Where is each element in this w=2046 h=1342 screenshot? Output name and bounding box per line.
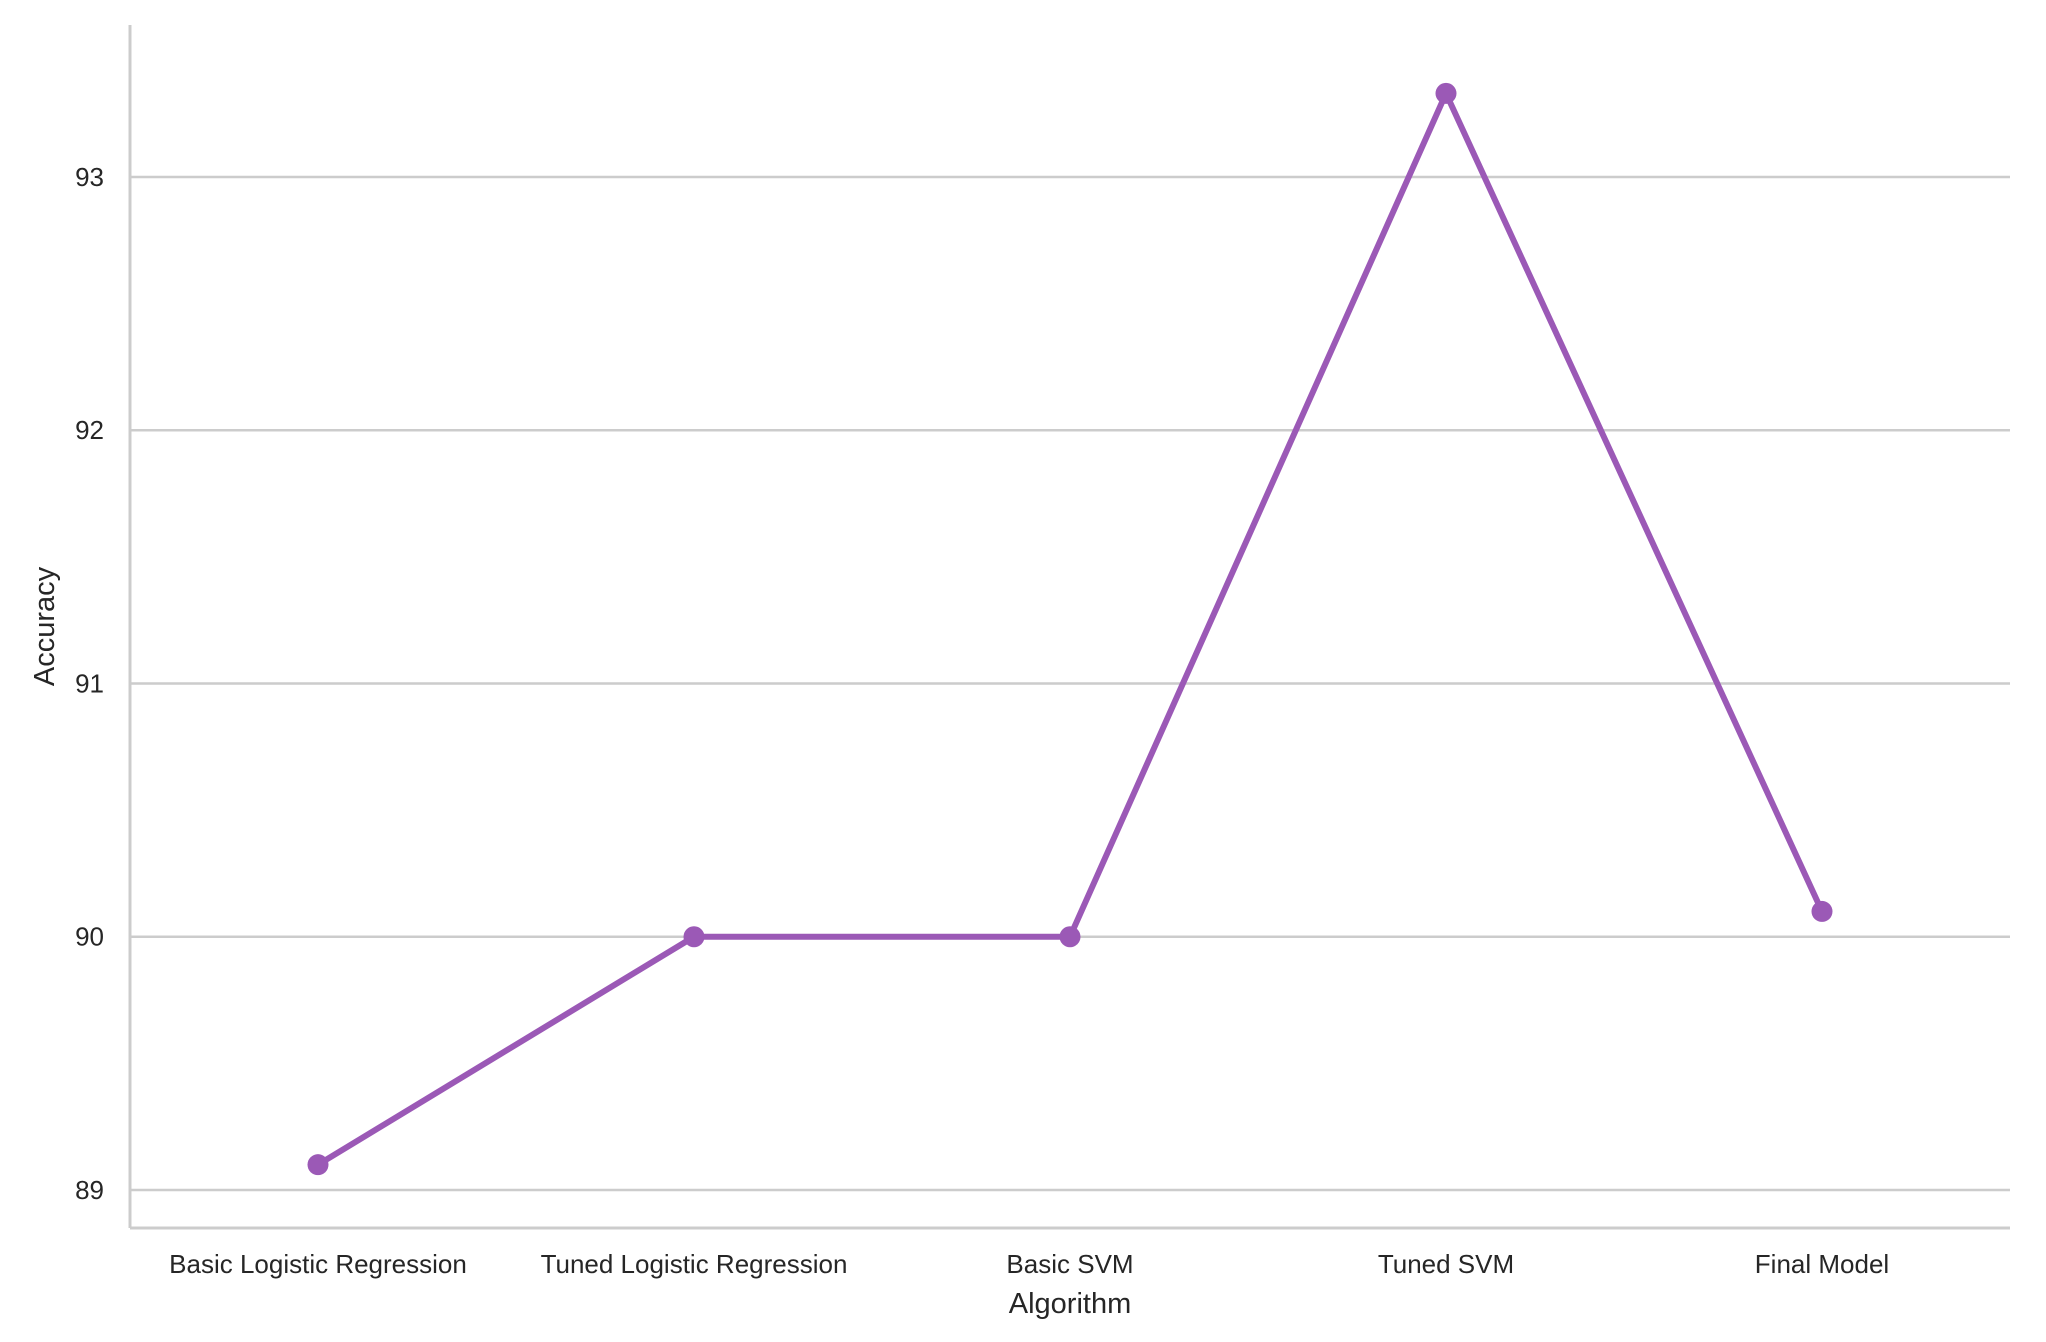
grid-lines — [130, 175, 2010, 1192]
x-tick-labels: Basic Logistic Regression Tuned Logistic … — [169, 1249, 1889, 1279]
x-tick-label: Basic Logistic Regression — [169, 1249, 467, 1279]
y-tick-labels: 89 90 91 92 93 — [75, 162, 104, 1205]
y-axis-label: Accuracy — [29, 566, 61, 686]
y-tick-label: 91 — [75, 668, 104, 698]
data-point — [307, 1154, 329, 1176]
x-tick-label: Final Model — [1755, 1249, 1889, 1279]
y-tick-label: 90 — [75, 922, 104, 952]
data-point — [1059, 926, 1081, 948]
y-tick-label: 93 — [75, 162, 104, 192]
data-point — [683, 926, 705, 948]
x-axis-label: Algorithm — [1009, 1288, 1132, 1320]
data-point — [1811, 900, 1833, 922]
x-tick-label: Tuned Logistic Regression — [541, 1249, 848, 1279]
y-tick-label: 92 — [75, 415, 104, 445]
y-tick-label: 89 — [75, 1175, 104, 1205]
x-tick-label: Tuned SVM — [1378, 1249, 1514, 1279]
series-line — [315, 90, 1825, 1168]
x-tick-label: Basic SVM — [1006, 1249, 1133, 1279]
series-layer — [307, 82, 1833, 1176]
data-point — [1435, 82, 1457, 104]
